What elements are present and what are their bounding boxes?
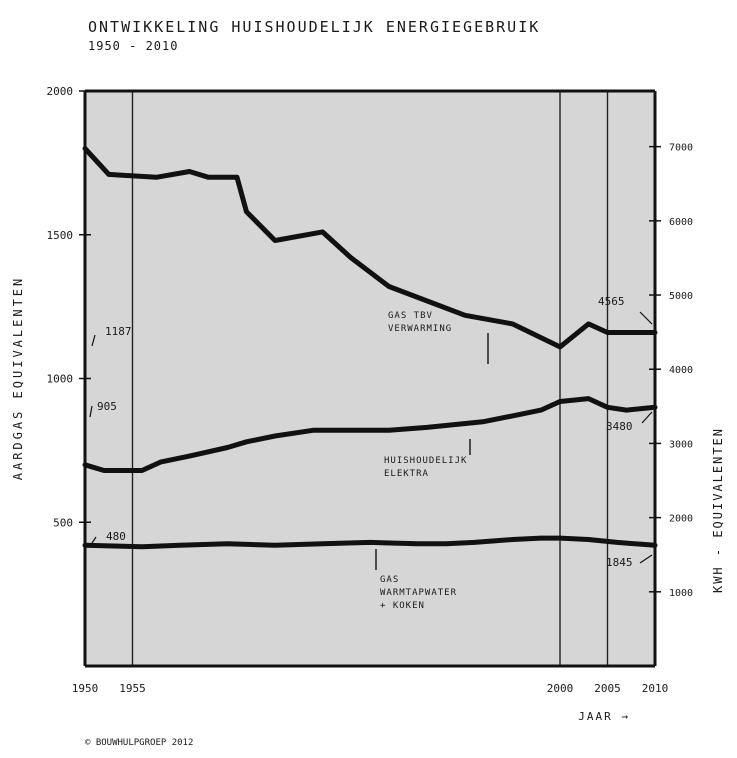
y-tick-label-left-2: 1500 <box>47 229 74 242</box>
x-tick-label-2: 2000 <box>547 682 574 695</box>
series-label-0-line-1: VERWARMING <box>388 324 452 334</box>
end-value-leader-0 <box>639 311 653 325</box>
y-tick-label-right-4: 5000 <box>669 291 693 302</box>
series-line-1 <box>82 396 658 473</box>
x-tick-label-0: 1950 <box>72 682 99 695</box>
x-tick-label-1: 1955 <box>119 682 146 695</box>
y-axis-label-left: AARDGAS EQUIVALENTEN <box>11 276 25 481</box>
start-value-leader-1 <box>89 405 93 418</box>
y-tick-label-right-2: 3000 <box>669 439 693 450</box>
series-label-2-line-0: GAS <box>380 575 399 585</box>
series-line-0 <box>82 146 658 350</box>
y-tick-label-left-0: 500 <box>53 516 73 529</box>
end-value-label-0: 4565 <box>598 295 625 308</box>
y-tick-label-right-6: 7000 <box>669 143 693 154</box>
end-value-label-2: 1845 <box>606 556 633 569</box>
y-tick-label-left-1: 1000 <box>47 373 74 386</box>
start-value-leader-0 <box>91 334 96 347</box>
x-axis-label: JAAR → <box>578 710 630 723</box>
y-tick-label-right-5: 6000 <box>669 217 693 228</box>
start-value-label-1: 905 <box>97 400 117 413</box>
series-label-2-line-2: + KOKEN <box>380 601 425 611</box>
y-tick-label-right-1: 2000 <box>669 514 693 525</box>
series-label-0-line-0: GAS TBV <box>388 311 433 321</box>
y-axis-label-right: KWH - EQUIVALENTEN <box>711 427 725 593</box>
y-tick-label-right-0: 1000 <box>669 588 693 599</box>
chart-title-line1: ONTWIKKELING HUISHOUDELIJK ENERGIEGEBRUI… <box>88 18 540 36</box>
y-tick-label-left-3: 2000 <box>47 85 74 98</box>
start-value-leader-2 <box>91 536 97 544</box>
series-label-1-line-1: ELEKTRA <box>384 469 429 479</box>
chart-title-line2: 1950 - 2010 <box>88 39 178 53</box>
x-tick-label-3: 2005 <box>594 682 621 695</box>
x-tick-label-4: 2010 <box>642 682 669 695</box>
series-line-2 <box>82 535 658 550</box>
series-label-1-line-0: HUISHOUDELIJK <box>384 456 467 466</box>
end-value-label-1: 3480 <box>606 420 633 433</box>
credit-text: © BOUWHULPGROEP 2012 <box>85 738 193 748</box>
y-tick-label-right-3: 4000 <box>669 365 693 376</box>
end-value-leader-2 <box>639 554 653 564</box>
series-label-2-line-1: WARMTAPWATER <box>380 588 457 598</box>
start-value-label-0: 1187 <box>105 325 132 338</box>
start-value-label-2: 480 <box>106 530 126 543</box>
end-value-leader-1 <box>641 411 653 424</box>
